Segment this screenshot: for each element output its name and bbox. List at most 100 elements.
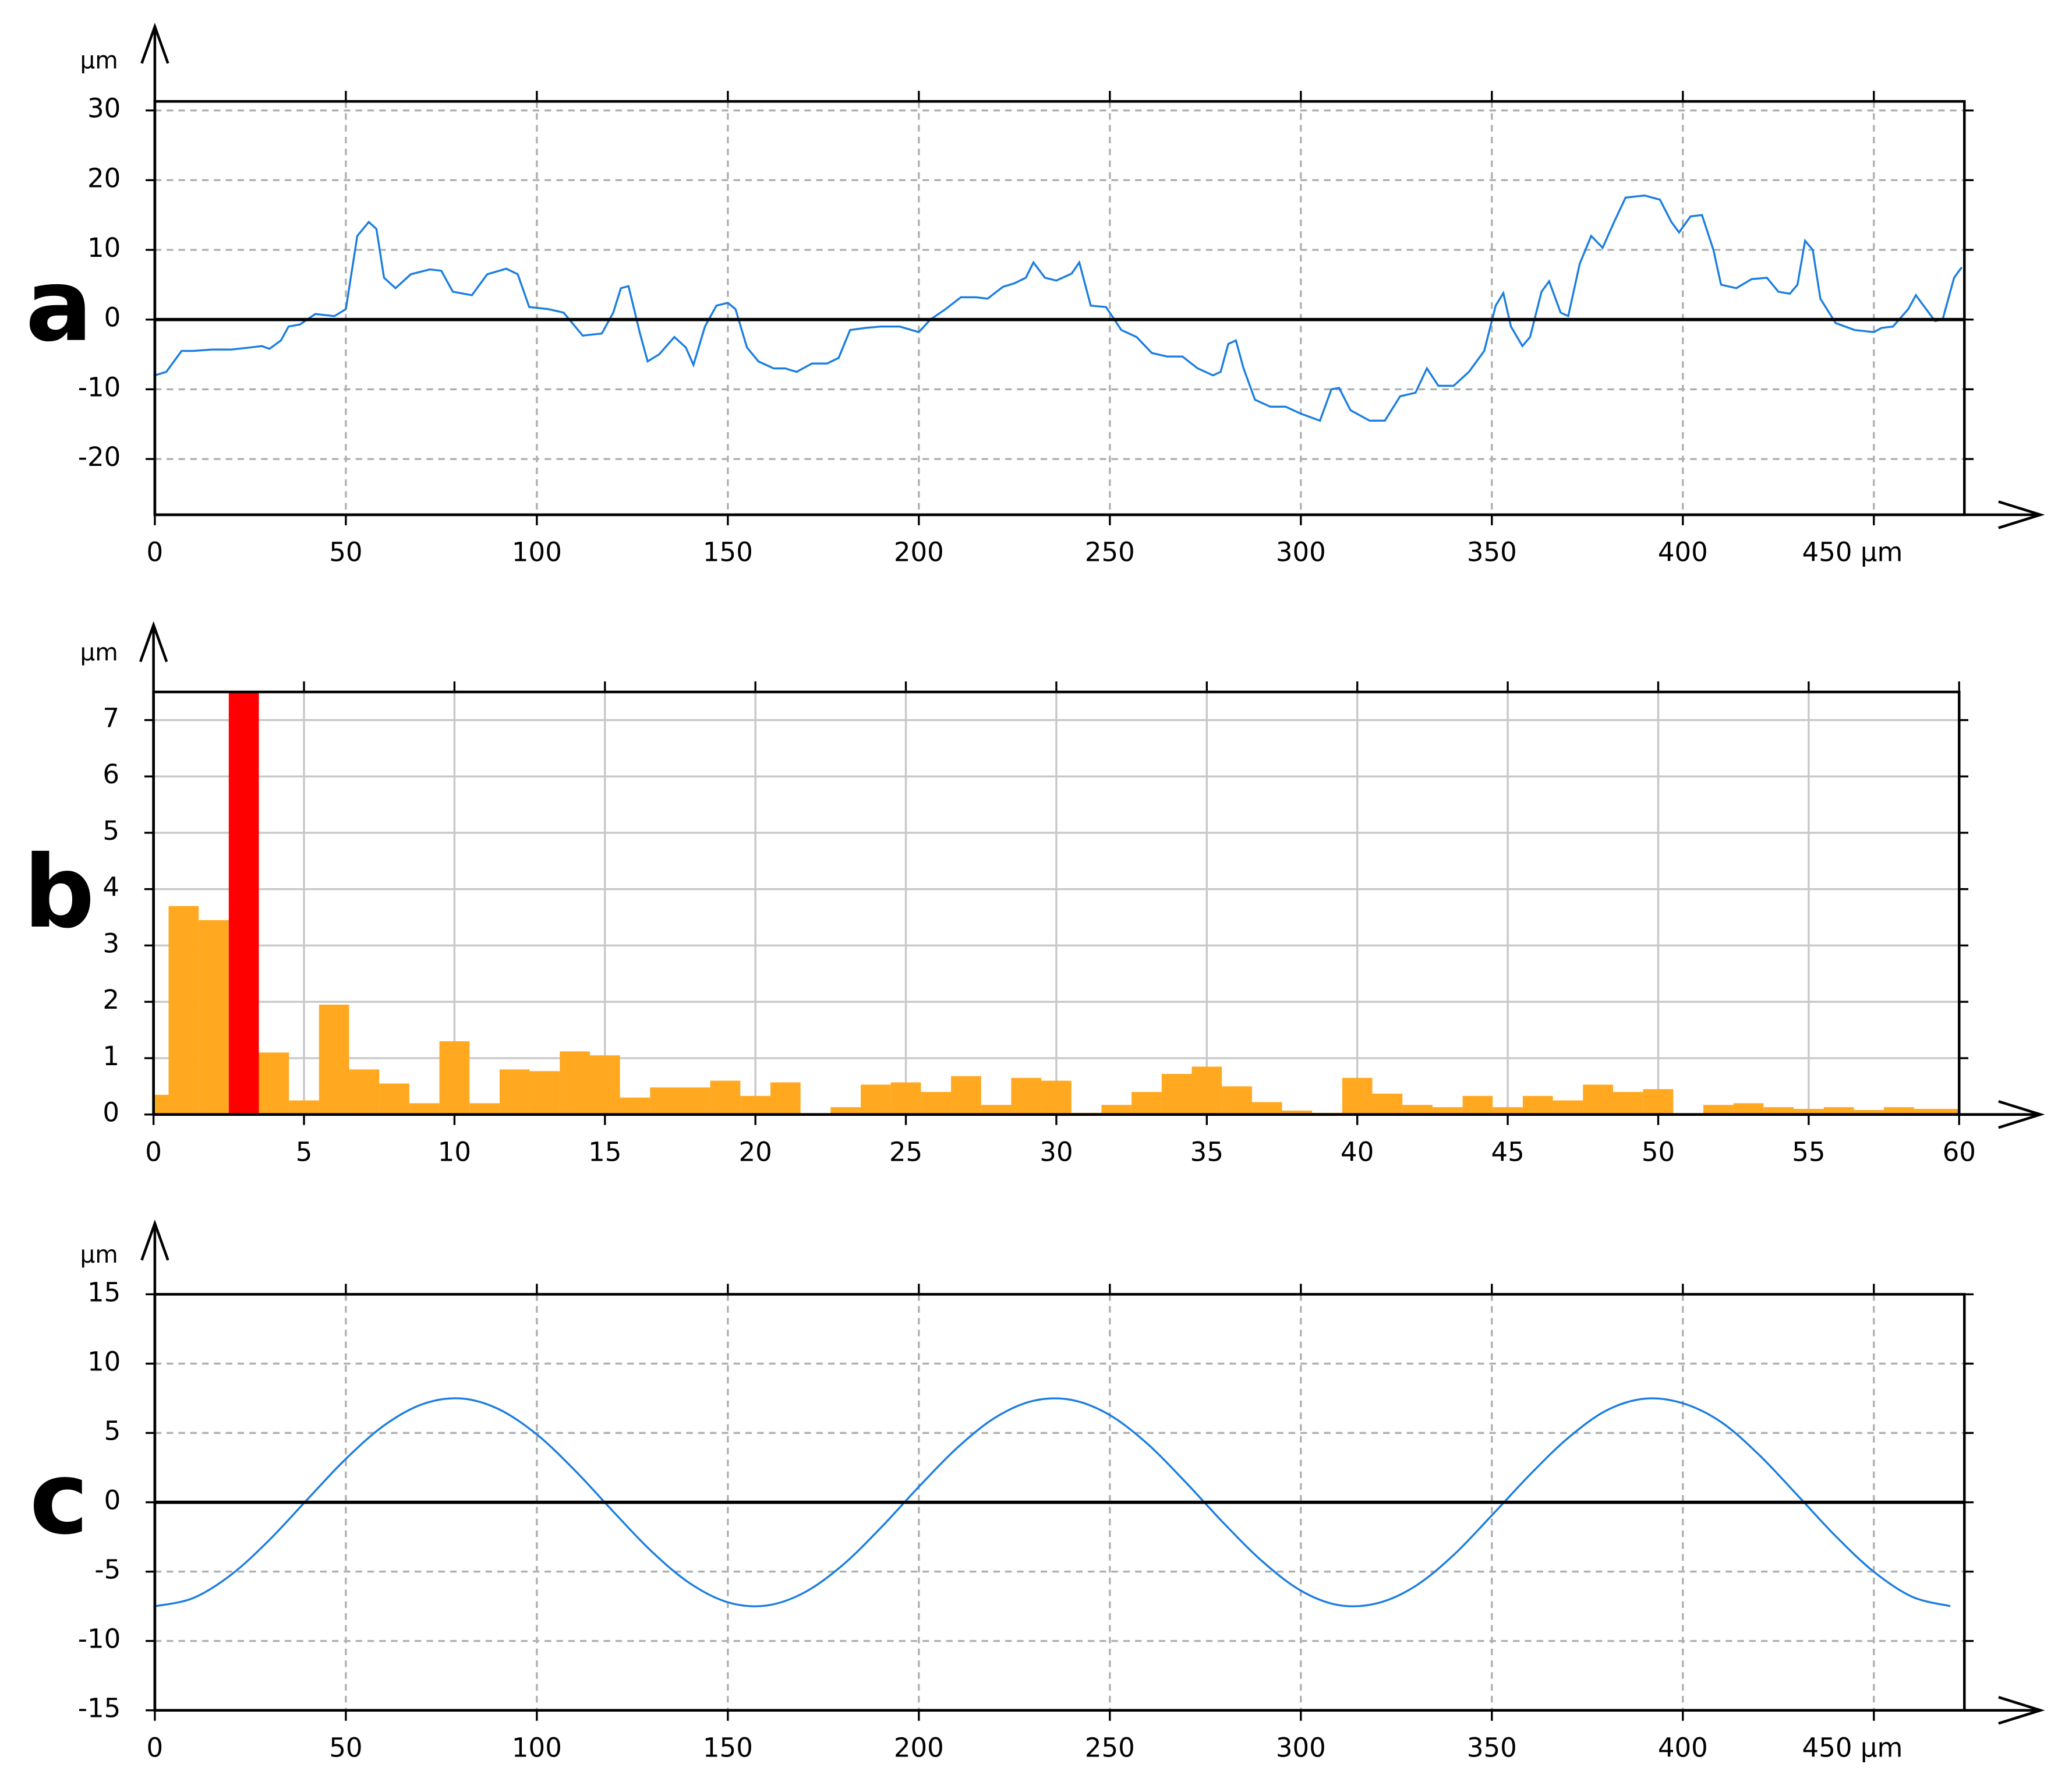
bar — [1282, 1110, 1313, 1115]
y-arrow — [140, 22, 169, 64]
x-tick-label: 0 — [147, 537, 164, 568]
y-tick-label: 4 — [102, 872, 119, 903]
bar — [529, 1071, 560, 1115]
panel-label: c — [30, 1441, 89, 1557]
plot-frame — [153, 100, 1966, 517]
x-tick-label: 250 — [1085, 537, 1135, 568]
bar — [228, 692, 259, 1115]
x-arrow — [1998, 1696, 2045, 1725]
x-tick-label: 100 — [512, 1732, 562, 1763]
x-tick-label: 50 — [329, 537, 362, 568]
y-tick-label: 7 — [102, 702, 119, 733]
x-tick-label: 350 — [1467, 1732, 1517, 1763]
data-line — [154, 194, 1963, 422]
y-tick-label: 3 — [102, 928, 119, 959]
bar — [740, 1095, 771, 1115]
bar — [680, 1087, 710, 1115]
bar — [1794, 1109, 1824, 1115]
x-tick-label: 350 — [1467, 537, 1517, 568]
x-tick-label: 45 — [1491, 1136, 1524, 1167]
y-unit-label: µm — [80, 638, 118, 666]
y-tick-label: 0 — [104, 302, 121, 333]
x-tick-label: 0 — [145, 1136, 162, 1167]
bar — [1823, 1107, 1854, 1115]
bar — [770, 1082, 801, 1115]
bar — [710, 1080, 741, 1115]
bar — [921, 1091, 952, 1115]
y-tick-label: 15 — [87, 1277, 121, 1307]
x-tick-label: 100 — [512, 537, 562, 568]
bar — [1583, 1084, 1613, 1115]
y-arrow — [139, 621, 168, 663]
bar — [319, 1005, 349, 1115]
bar — [1462, 1095, 1493, 1115]
y-tick-label: 5 — [102, 815, 119, 846]
plot-area — [154, 194, 1963, 422]
x-tick-label: 150 — [703, 537, 753, 568]
y-tick-label: 0 — [102, 1097, 119, 1128]
bar — [1011, 1077, 1042, 1115]
bar — [289, 1100, 319, 1115]
y-tick-label: 0 — [104, 1485, 121, 1516]
y-tick-label: -5 — [94, 1554, 121, 1585]
bar — [830, 1107, 861, 1115]
bar — [1763, 1107, 1794, 1115]
bar — [1703, 1105, 1734, 1115]
bar — [1643, 1089, 1674, 1115]
bar — [1041, 1080, 1072, 1115]
bar — [1854, 1109, 1884, 1115]
bar — [349, 1069, 380, 1115]
y-tick-label: 10 — [87, 232, 121, 263]
x-tick-label: 400 — [1658, 537, 1708, 568]
bar — [1432, 1107, 1463, 1115]
x-tick-label: 55 — [1792, 1136, 1825, 1167]
panel-label: a — [26, 248, 93, 364]
x-tick-label: 60 — [1943, 1136, 1976, 1167]
x-arrow — [1998, 1100, 2045, 1129]
bar — [1493, 1107, 1523, 1115]
bar — [1402, 1105, 1433, 1115]
bar — [439, 1041, 470, 1115]
bar — [409, 1103, 440, 1115]
x-tick-label: 50 — [1642, 1136, 1675, 1167]
bar — [199, 920, 229, 1115]
y-tick-label: 20 — [87, 162, 121, 193]
bar — [1914, 1109, 1944, 1115]
bar — [1342, 1077, 1373, 1115]
y-tick-label: -15 — [78, 1693, 121, 1724]
bar — [1522, 1095, 1553, 1115]
bar — [650, 1087, 680, 1115]
x-tick-label: 250 — [1085, 1732, 1135, 1763]
bar — [168, 906, 199, 1115]
x-tick-label: 50 — [329, 1732, 362, 1763]
bar — [1222, 1086, 1252, 1115]
x-tick-label: 30 — [1039, 1136, 1073, 1167]
plot-area — [154, 1397, 1951, 1607]
panel-label: b — [23, 835, 95, 950]
y-tick-label: 1 — [102, 1041, 119, 1072]
y-tick-label: 2 — [102, 984, 119, 1015]
y-tick-label: 6 — [102, 759, 119, 790]
x-tick-label: 200 — [894, 537, 944, 568]
bar — [1372, 1093, 1403, 1115]
y-unit-label: µm — [80, 46, 118, 74]
y-tick-label: 5 — [104, 1415, 121, 1446]
x-arrow — [1998, 500, 2045, 529]
bar — [499, 1069, 530, 1115]
y-tick-label: 30 — [87, 93, 121, 124]
bar — [951, 1076, 981, 1115]
data-line — [154, 1397, 1951, 1607]
x-tick-label: 20 — [739, 1136, 772, 1167]
x-tick-label: 400 — [1658, 1732, 1708, 1763]
bar — [560, 1051, 590, 1115]
bar — [1733, 1103, 1764, 1115]
x-tick-label: 35 — [1190, 1136, 1223, 1167]
x-tick-label: 5 — [296, 1136, 313, 1167]
x-tick-label: 0 — [147, 1732, 164, 1763]
y-tick-label: -10 — [78, 1624, 121, 1655]
x-tick-label: 300 — [1276, 1732, 1326, 1763]
